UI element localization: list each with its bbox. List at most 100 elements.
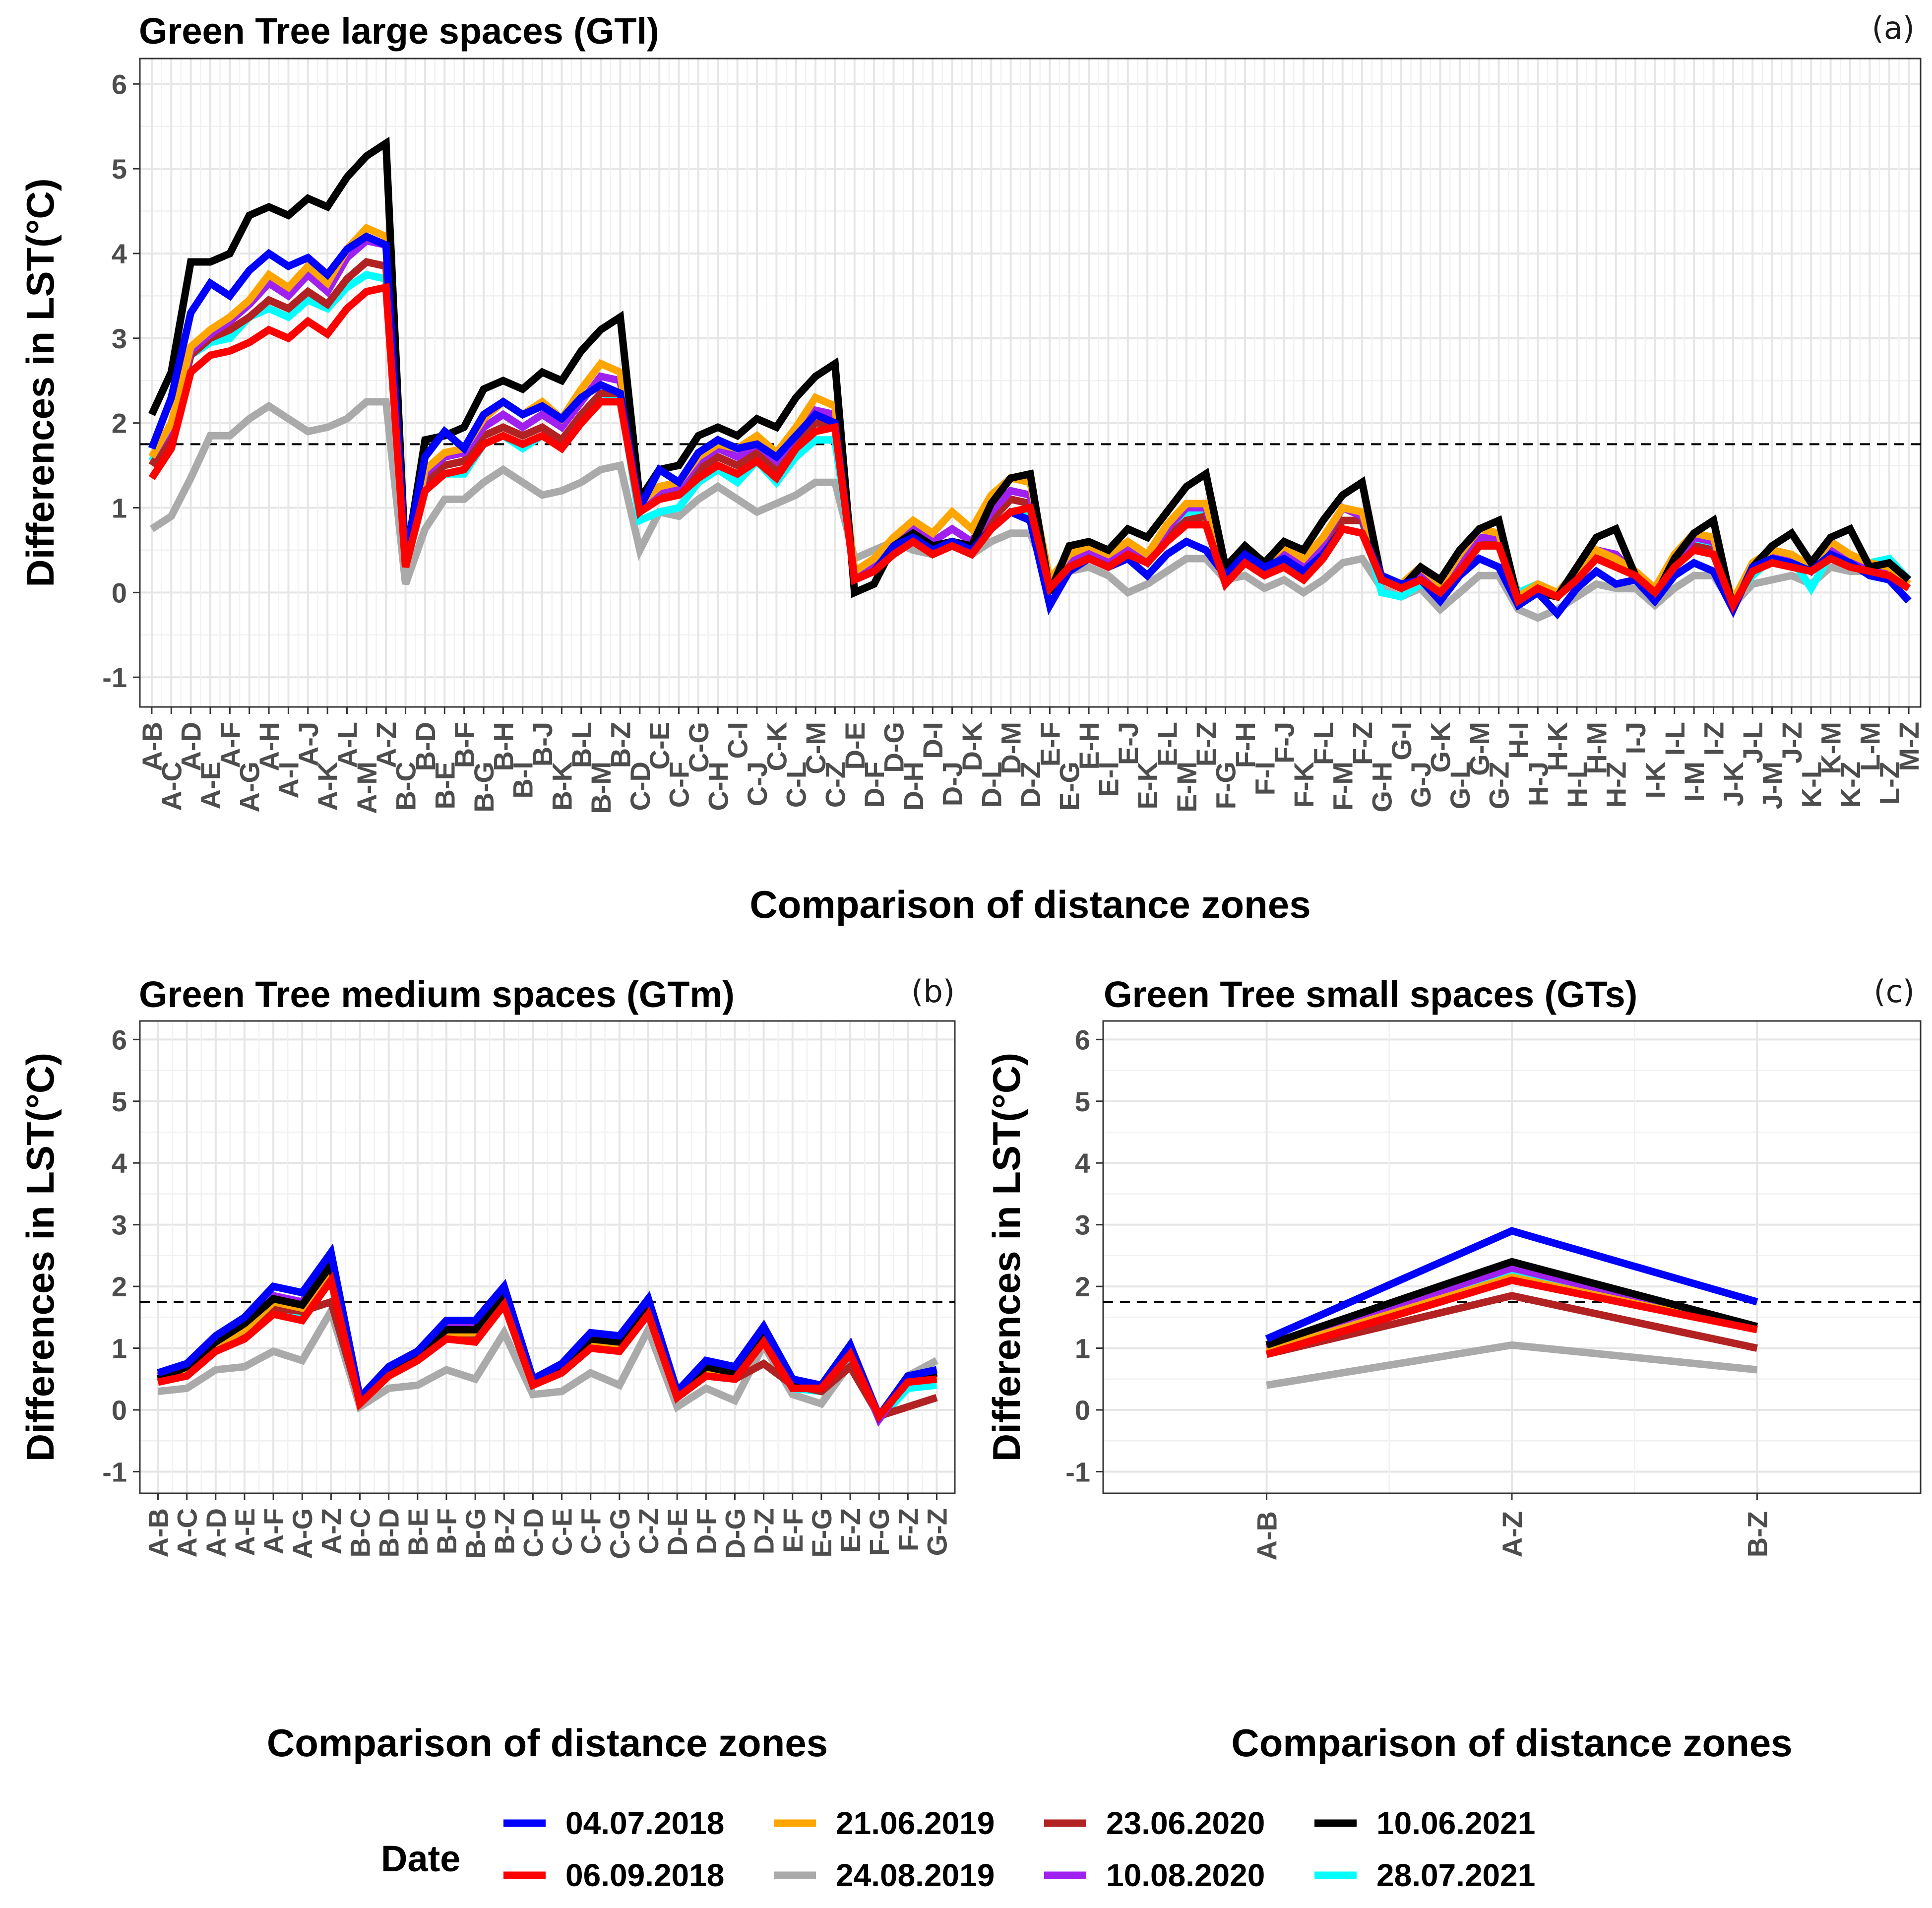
x-tick-label: C-H [702, 762, 734, 811]
x-tick-label: A-G [287, 1508, 318, 1559]
panel-c-title: Green Tree small spaces (GTs) [1104, 974, 1637, 1015]
x-tick-label: A-Z [1496, 1511, 1528, 1557]
x-tick-label: C-M [800, 722, 831, 774]
panel-a-series [148, 136, 1912, 622]
x-tick-label: A-H [253, 722, 285, 771]
panel-a-title: Green Tree large spaces (GTl) [139, 10, 659, 52]
x-tick-label: C-I [722, 722, 753, 759]
x-tick-label: B-H [488, 722, 519, 771]
legend-title: Date [381, 1838, 460, 1879]
x-tick-label: D-J [937, 762, 968, 806]
panel-b-title: Green Tree medium spaces (GTm) [139, 974, 735, 1015]
y-tick-label: -1 [102, 662, 127, 693]
y-tick-label: 0 [112, 1395, 127, 1426]
x-tick-label: A-G [234, 762, 265, 813]
x-tick-label: D-G [878, 722, 910, 773]
legend-label: 04.07.2018 [565, 1805, 724, 1841]
x-tick-label: B-C [390, 762, 422, 811]
x-tick-label: H-I [1503, 722, 1534, 759]
x-tick-label: A-F [214, 722, 246, 768]
panel-b-plot-border [139, 1020, 956, 1494]
panel-c-tag: (c) [1874, 973, 1915, 1010]
x-tick-label: A-D [176, 722, 207, 771]
x-tick-label: B-Z [489, 1508, 520, 1554]
x-tick-label: D-I [917, 722, 948, 759]
series-line-06.09.2018 [1265, 1276, 1758, 1358]
x-tick-label: I-Z [1698, 722, 1729, 756]
x-tick-label: C-F [664, 762, 695, 808]
x-tick-label: C-Z [819, 762, 851, 808]
x-tick-label: B-J [527, 722, 558, 766]
x-tick-label: D-M [996, 722, 1027, 774]
y-tick-label: 3 [112, 1209, 127, 1241]
x-tick-label: E-H [1073, 722, 1105, 769]
x-tick-label: M-Z [1893, 722, 1925, 771]
panel-c-x-ticks: A-B A-Z B-Z [1251, 1493, 1773, 1561]
x-tick-label: E-G [1054, 762, 1085, 811]
x-tick-label: C-E [547, 1508, 578, 1556]
series-line-23.06.2020 [1265, 1292, 1758, 1358]
legend-label: 24.08.2019 [836, 1857, 995, 1893]
x-tick-label: B-C [345, 1508, 376, 1558]
x-tick-label: A-C [172, 1508, 203, 1558]
panel-b-y-ticks: -1 0 1 2 3 4 5 6 [102, 1024, 140, 1487]
x-tick-label: D-Z [1015, 762, 1046, 808]
x-tick-label: B-L [566, 722, 597, 768]
x-tick-label: I-K [1639, 762, 1671, 799]
legend-label: 23.06.2020 [1106, 1805, 1265, 1841]
x-tick-label: H-Z [1601, 762, 1632, 808]
x-tick-label: B-I [507, 762, 539, 799]
panel-c-grid [1103, 1021, 1921, 1493]
y-tick-label: 0 [1075, 1395, 1090, 1426]
x-tick-label: G-Z [1484, 762, 1515, 809]
series-line-10.06.2021 [1265, 1258, 1758, 1349]
y-tick-label: 3 [112, 323, 127, 354]
y-tick-label: 5 [112, 153, 127, 185]
panel-a-x-ticks: A-BA-CA-DA-EA-FA-GA-HA-IA-JA-KA-LA-MA-ZB… [136, 707, 1925, 814]
x-tick-label: E-J [1113, 722, 1144, 765]
x-tick-label: E-L [1151, 722, 1183, 766]
x-tick-label: E-I [1093, 762, 1124, 797]
x-tick-label: G-Z [921, 1508, 952, 1556]
legend-label: 10.08.2020 [1106, 1857, 1265, 1893]
x-tick-label: C-K [761, 722, 792, 771]
panel-a-y-ticks: -1 0 1 2 3 4 5 6 [102, 68, 140, 693]
legend-label: 10.06.2021 [1376, 1805, 1535, 1841]
y-tick-label: 1 [112, 1333, 127, 1364]
series-line-04.07.2018 [1265, 1227, 1758, 1342]
x-tick-label: F-G [1210, 762, 1242, 809]
panel-b: Green Tree medium spaces (GTm) (b) -1 0 1 2… [18, 973, 956, 1765]
y-tick-label: 4 [112, 1147, 127, 1179]
x-tick-label: I-L [1659, 722, 1690, 756]
x-tick-label: B-F [431, 1508, 462, 1554]
x-tick-label: J-L [1737, 722, 1768, 763]
x-tick-label: B-G [468, 762, 499, 813]
x-tick-label: A-Z [315, 1508, 347, 1554]
x-tick-label: I-M [1679, 762, 1710, 802]
x-tick-label: D-Z [748, 1508, 780, 1554]
x-tick-label: J-Z [1776, 722, 1807, 763]
panel-b-x-axis-title: Comparison of distance zones [267, 1721, 828, 1765]
legend-label: 28.07.2021 [1376, 1857, 1535, 1893]
x-tick-label: E-Z [1190, 722, 1222, 766]
panel-a-y-axis-title: Differences in LST(°C) [18, 178, 62, 587]
x-tick-label: D-F [859, 762, 890, 808]
y-tick-label: 5 [112, 1086, 127, 1117]
x-tick-label: A-K [312, 762, 343, 811]
legend-items: 04.07.2018 06.09.2018 21.06.2019 24.08.2019… [503, 1805, 1535, 1893]
panel-c-y-axis-title: Differences in LST(°C) [985, 1053, 1028, 1462]
x-tick-label: G-I [1386, 722, 1417, 761]
x-tick-label: F-I [1249, 762, 1280, 795]
y-tick-label: 0 [112, 577, 127, 608]
x-tick-label: F-M [1327, 762, 1359, 811]
x-tick-label: A-L [332, 722, 363, 768]
x-tick-label: E-G [806, 1508, 837, 1558]
y-tick-label: 4 [112, 238, 127, 269]
x-tick-label: D-H [898, 762, 929, 811]
x-tick-label: C-G [604, 1508, 635, 1559]
y-tick-label: 4 [1075, 1147, 1090, 1179]
x-tick-label: F-H [1230, 722, 1261, 768]
y-tick-label: 3 [1075, 1209, 1090, 1241]
x-tick-label: A-B [1251, 1511, 1283, 1561]
x-tick-label: A-J [293, 722, 324, 766]
